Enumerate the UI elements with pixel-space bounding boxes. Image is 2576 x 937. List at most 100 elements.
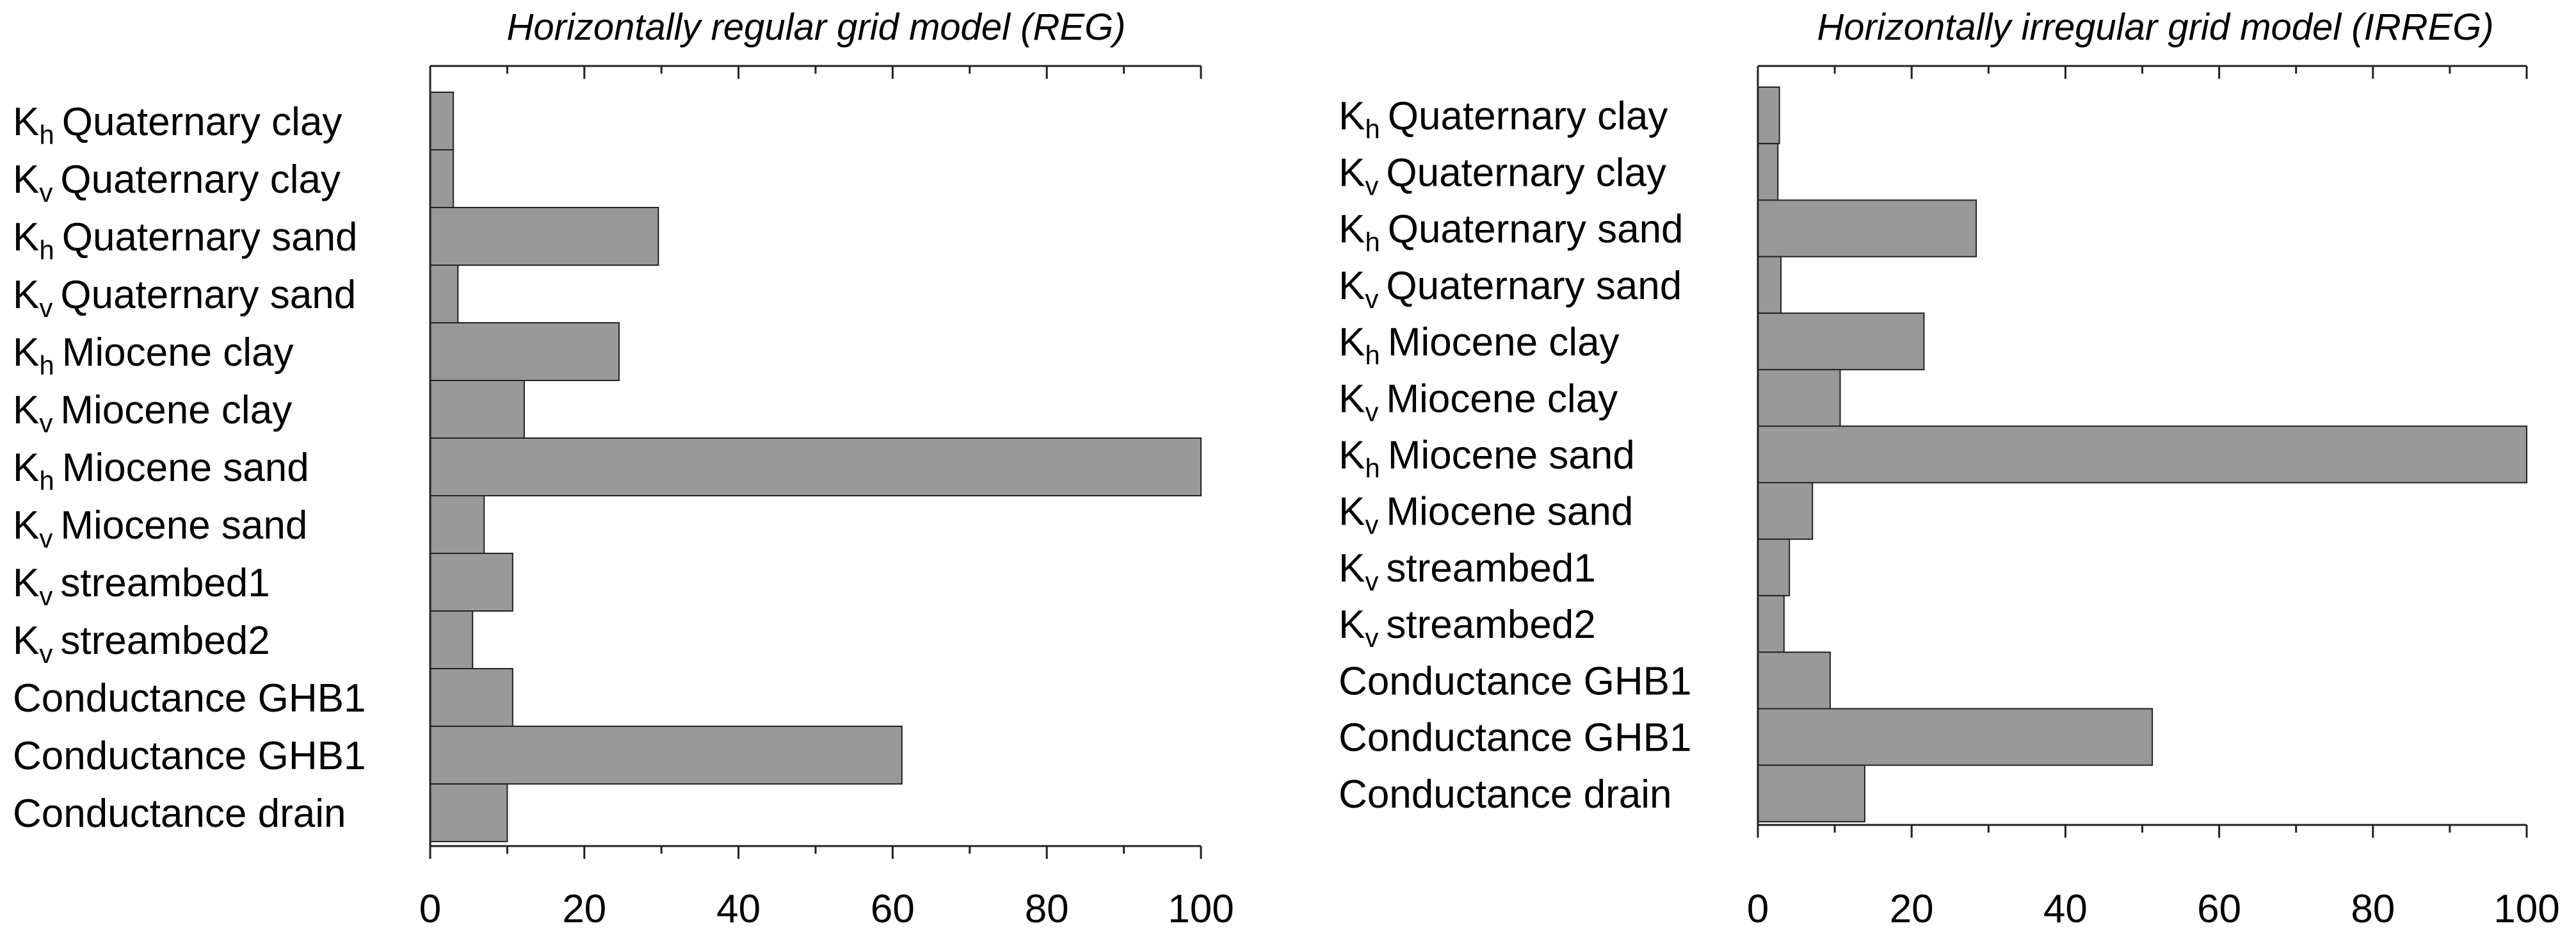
label-text: Quaternary clay: [60, 158, 341, 202]
y-tick-label: Kv Quaternary clay: [13, 158, 341, 208]
label-subscript: v: [1365, 566, 1378, 596]
label-symbol: K: [13, 561, 39, 605]
x-tick-label: 0: [1747, 887, 1769, 931]
panel: Horizontally regular grid model (REG)Kh Q…: [13, 6, 1234, 931]
x-tick-label: 60: [2197, 887, 2241, 931]
y-tick-label: Kh Miocene sand: [1339, 434, 1635, 484]
x-tick-label: 80: [1025, 887, 1069, 931]
x-tick-label: 100: [1168, 887, 1234, 931]
y-tick-label: Conductance drain: [1339, 772, 1671, 817]
bar: [1757, 538, 1791, 597]
y-tick-label: Kv Quaternary clay: [1339, 151, 1666, 200]
x-tick-label: 40: [716, 887, 761, 931]
label-subscript: v: [1365, 284, 1378, 314]
label-text: Conductance drain: [1339, 772, 1671, 817]
label-text: Miocene sand: [62, 446, 309, 490]
label-text: Conductance GHB1: [1339, 716, 1691, 760]
bar: [1757, 86, 1780, 145]
label-subscript: h: [39, 350, 54, 380]
bar: [430, 610, 474, 669]
label-symbol: K: [1339, 377, 1365, 421]
bar: [1757, 595, 1785, 653]
label-text: Miocene sand: [1388, 434, 1635, 478]
bar: [430, 437, 1202, 496]
bar: [1757, 312, 1925, 371]
label-symbol: K: [13, 215, 39, 259]
label-subscript: h: [39, 120, 54, 150]
panel: Horizontally irregular grid model (IRREG…: [1339, 6, 2560, 931]
label-text: Conductance GHB1: [13, 734, 366, 778]
bar: [1757, 482, 1814, 540]
label-symbol: K: [1339, 546, 1365, 591]
label-text: streambed1: [60, 561, 270, 605]
label-subscript: v: [39, 293, 52, 323]
bar: [430, 265, 459, 323]
label-text: Quaternary sand: [62, 215, 358, 259]
label-symbol: K: [13, 446, 39, 490]
label-text: Miocene sand: [1386, 490, 1633, 534]
bar: [430, 92, 455, 151]
label-subscript: v: [1365, 170, 1378, 200]
y-tick-label: Conductance GHB1: [13, 676, 366, 721]
label-text: Miocene sand: [60, 503, 307, 548]
bar: [430, 380, 525, 439]
y-tick-label: Kv Quaternary sand: [13, 273, 356, 323]
label-symbol: K: [13, 503, 39, 548]
bar: [1757, 764, 1865, 823]
y-tick-label: Conductance drain: [13, 792, 346, 836]
x-tick-label: 0: [419, 887, 441, 931]
label-symbol: K: [13, 273, 39, 317]
label-symbol: K: [13, 619, 39, 663]
bar: [430, 553, 513, 612]
label-subscript: v: [1365, 510, 1378, 540]
x-tick-label: 20: [1890, 887, 1934, 931]
label-subscript: h: [1365, 227, 1380, 257]
label-text: Quaternary sand: [1386, 264, 1682, 308]
label-subscript: h: [1365, 453, 1380, 484]
bar: [430, 495, 485, 554]
label-text: streambed1: [1386, 546, 1595, 591]
label-subscript: v: [1365, 623, 1378, 653]
y-tick-label: Kh Quaternary clay: [13, 100, 342, 150]
bar: [1757, 651, 1831, 710]
label-text: Miocene clay: [60, 388, 292, 432]
y-tick-label: Kh Quaternary sand: [1339, 208, 1684, 257]
label-symbol: K: [13, 388, 39, 432]
label-subscript: v: [1365, 396, 1378, 427]
y-tick-label: Kv Miocene sand: [1339, 490, 1633, 540]
label-symbol: K: [1339, 151, 1365, 195]
label-subscript: h: [39, 466, 54, 496]
label-subscript: h: [1365, 340, 1380, 370]
label-text: Conductance GHB1: [13, 676, 366, 721]
label-subscript: h: [1365, 114, 1380, 144]
bar: [430, 783, 508, 842]
y-tick-label: Kv streambed1: [13, 561, 270, 611]
label-symbol: K: [1339, 320, 1365, 364]
y-tick-label: Kh Miocene sand: [13, 446, 309, 496]
label-subscript: v: [39, 408, 52, 438]
bar: [430, 149, 455, 208]
label-text: Quaternary clay: [1388, 94, 1668, 138]
label-subscript: v: [39, 639, 52, 669]
y-tick-label: Kv streambed2: [1339, 603, 1596, 653]
label-text: Quaternary sand: [1388, 208, 1684, 252]
label-text: Quaternary clay: [62, 100, 342, 144]
label-subscript: v: [39, 523, 52, 553]
label-text: Miocene clay: [62, 330, 294, 375]
label-text: Conductance drain: [13, 792, 346, 836]
label-symbol: K: [1339, 434, 1365, 478]
chart-title: Horizontally regular grid model (REG): [507, 6, 1126, 48]
bar: [1757, 425, 2527, 484]
y-tick-label: Kh Quaternary clay: [1339, 94, 1668, 144]
y-tick-label: Conductance GHB1: [13, 734, 366, 778]
y-tick-label: Kv streambed1: [1339, 546, 1596, 596]
label-subscript: h: [39, 235, 54, 265]
label-symbol: K: [13, 330, 39, 375]
x-tick-label: 20: [562, 887, 606, 931]
label-text: streambed2: [1386, 603, 1595, 647]
bar: [1757, 199, 1977, 257]
bar: [430, 726, 903, 785]
chart-title: Horizontally irregular grid model (IRREG…: [1817, 6, 2493, 48]
